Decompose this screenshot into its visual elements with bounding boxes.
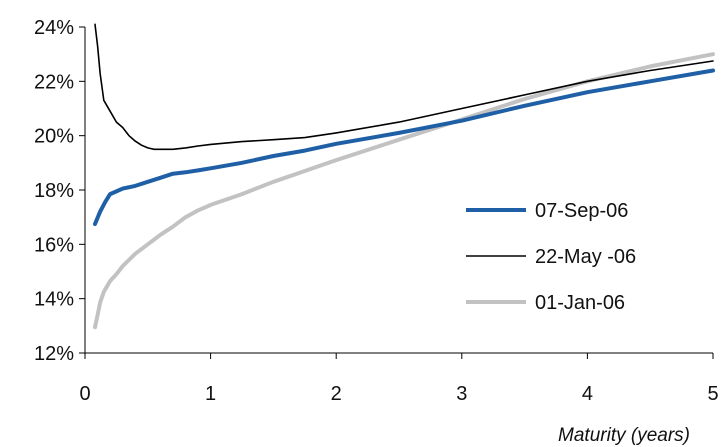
y-tick-label: 12% [34, 343, 74, 365]
x-tick-label: 1 [205, 383, 216, 405]
x-tick-label: 3 [456, 383, 467, 405]
x-tick-label: 0 [79, 383, 90, 405]
y-tick-label: 24% [34, 17, 74, 39]
y-tick-label: 14% [34, 289, 74, 311]
legend-label: 07-Sep-06 [535, 200, 628, 222]
x-tick-label: 2 [331, 383, 342, 405]
legend-label: 22-May -06 [535, 246, 636, 268]
axes: 12% 14% 16% 18% 20% 22% 24% 0 1 2 3 4 5 [34, 17, 719, 405]
y-tick-label: 20% [34, 126, 74, 148]
series-line-3 [93, 52, 715, 330]
series-line-2 [94, 23, 714, 151]
x-tick-label: 5 [707, 383, 718, 405]
y-tick-label: 22% [34, 71, 74, 93]
series-lines [93, 23, 715, 330]
legend: 07-Sep-06 22-May -06 01-Jan-06 [466, 200, 636, 314]
y-tick-label: 18% [34, 180, 74, 202]
y-tick-label: 16% [34, 234, 74, 256]
x-tick-label: 4 [582, 383, 593, 405]
legend-label: 01-Jan-06 [535, 292, 625, 314]
x-axis-title: Maturity (years) [558, 425, 690, 446]
series-line-1 [93, 68, 715, 226]
